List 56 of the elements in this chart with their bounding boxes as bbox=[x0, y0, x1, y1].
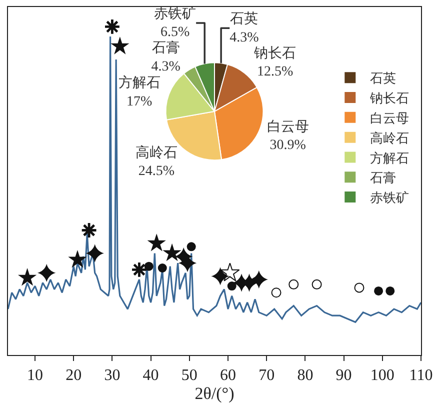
point bbox=[144, 262, 154, 271]
x-tick-label: 60 bbox=[220, 367, 236, 384]
legend-label: 高岭石 bbox=[370, 130, 410, 146]
legend-label: 石膏 bbox=[370, 170, 396, 186]
point bbox=[104, 18, 121, 36]
x-tick-label: 10 bbox=[27, 367, 44, 384]
point bbox=[354, 282, 364, 293]
x-tick-label: 20 bbox=[66, 367, 82, 384]
point bbox=[130, 261, 148, 278]
point bbox=[186, 242, 196, 252]
point bbox=[147, 234, 166, 252]
slice-label: 白云母 bbox=[266, 119, 309, 136]
point bbox=[158, 264, 167, 272]
slice-label: 方解石 bbox=[118, 75, 160, 92]
legend-label: 白云母 bbox=[370, 110, 410, 126]
data-label: 24.5% bbox=[138, 164, 175, 180]
point bbox=[110, 36, 130, 54]
point bbox=[312, 279, 322, 290]
point bbox=[38, 264, 56, 282]
data-label: 4.3% bbox=[230, 30, 260, 46]
data-label: 17% bbox=[126, 94, 152, 110]
slice-label: 高岭石 bbox=[135, 145, 178, 162]
point bbox=[80, 222, 98, 239]
point bbox=[271, 288, 282, 298]
point bbox=[86, 244, 104, 262]
x-tick-label: 80 bbox=[297, 367, 314, 384]
point bbox=[211, 267, 230, 286]
point bbox=[250, 270, 268, 289]
point bbox=[68, 250, 87, 268]
x-tick-label: 40 bbox=[142, 367, 159, 384]
point bbox=[288, 279, 299, 290]
legend-label: 石英 bbox=[370, 70, 396, 86]
point bbox=[220, 262, 240, 282]
x-tick-label: 30 bbox=[104, 367, 120, 384]
x-axis-title: 2θ/(°) bbox=[194, 384, 234, 404]
data-label: 12.5% bbox=[256, 64, 294, 80]
point bbox=[162, 243, 182, 262]
data-label: 4.3% bbox=[151, 59, 181, 74]
legend-label: 方解石 bbox=[370, 150, 410, 166]
slice-label: 赤铁矿 bbox=[154, 6, 196, 22]
point bbox=[227, 282, 236, 291]
legend-label: 钠长石 bbox=[369, 90, 410, 106]
slice-label: 钠长石 bbox=[253, 45, 296, 62]
x-tick-label: 110 bbox=[409, 367, 433, 384]
point bbox=[18, 268, 37, 286]
x-tick-label: 100 bbox=[370, 367, 394, 384]
point bbox=[386, 286, 395, 296]
x-tick-label: 70 bbox=[258, 367, 275, 384]
slice-label: 石膏 bbox=[152, 40, 180, 56]
data-label: 30.9% bbox=[270, 138, 306, 154]
slice-label: 石英 bbox=[230, 11, 258, 28]
x-tick-label: 90 bbox=[336, 367, 352, 384]
x-tick-label: 50 bbox=[181, 367, 198, 384]
point bbox=[374, 286, 384, 296]
data-label: 6.5% bbox=[160, 25, 190, 40]
legend-label: 赤铁矿 bbox=[370, 190, 410, 206]
